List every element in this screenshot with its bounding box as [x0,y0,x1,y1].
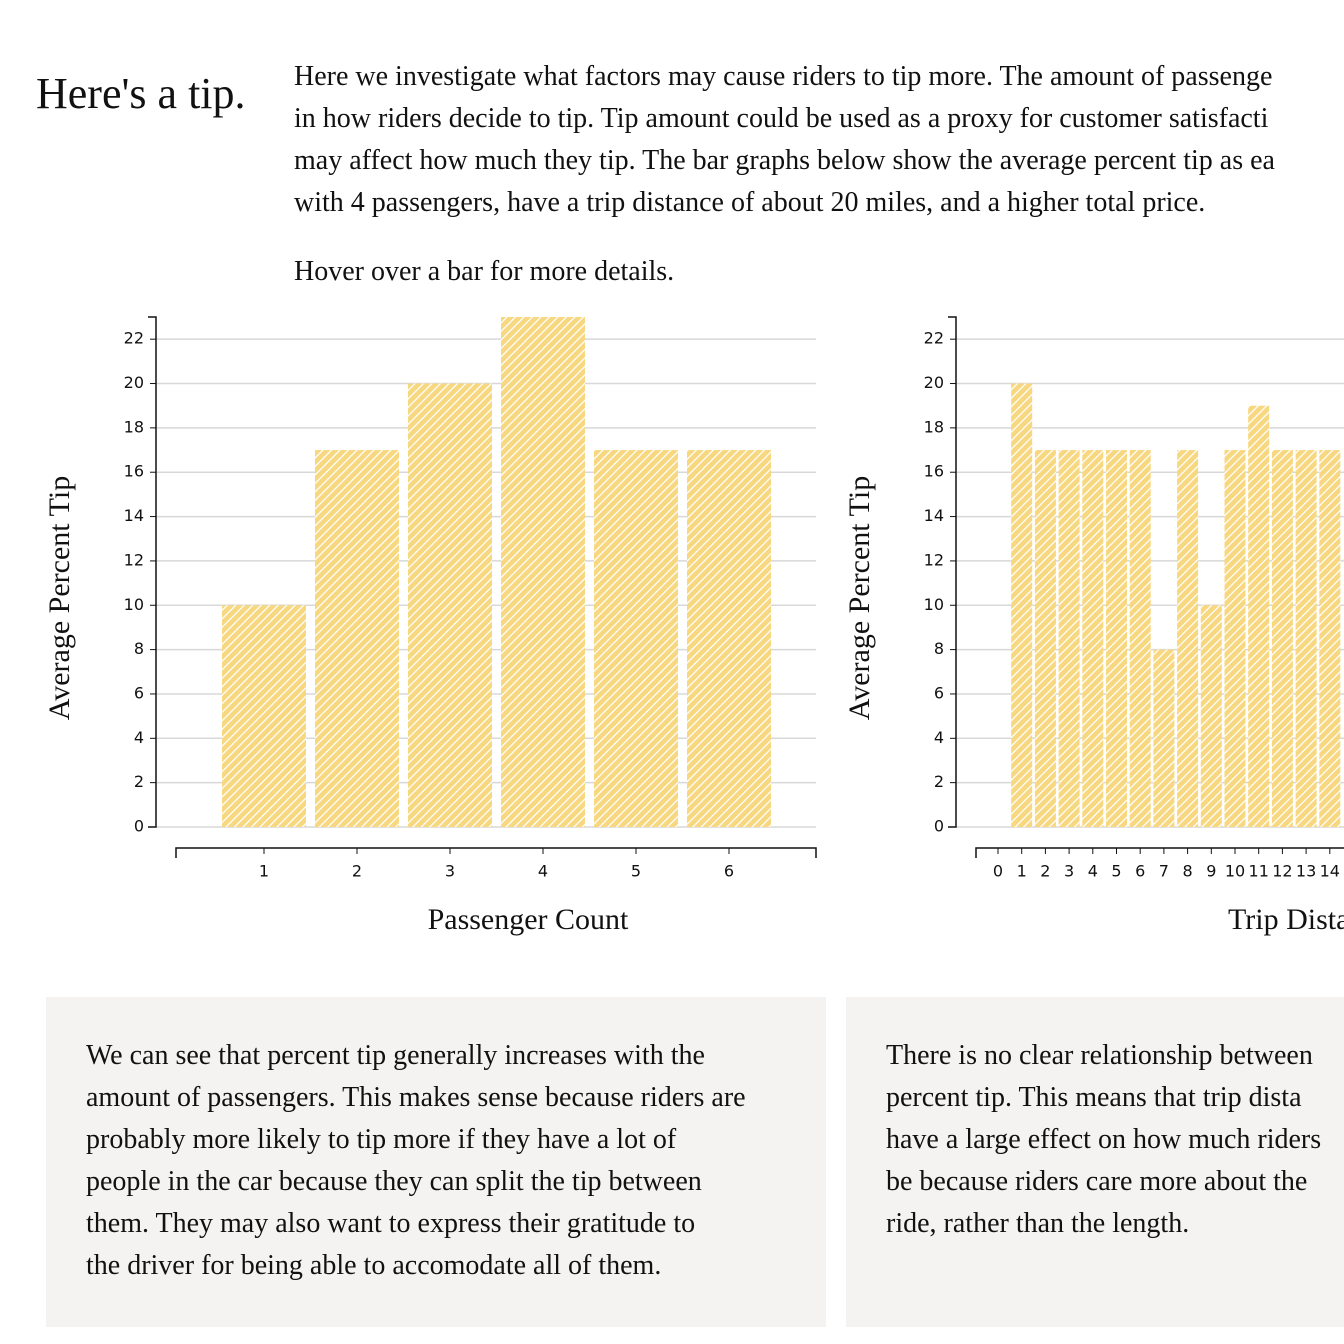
y-tick-label: 20 [124,373,144,392]
y-tick-label: 10 [124,595,144,614]
bar[interactable] [1129,450,1151,827]
x-tick-label: 13 [1296,862,1316,881]
y-tick-label: 0 [134,817,144,836]
bar[interactable] [687,450,771,827]
bar[interactable] [408,383,492,827]
bar[interactable] [1153,649,1175,827]
y-tick-label: 8 [934,639,944,658]
x-tick-label: 12 [1272,862,1292,881]
text-line: There is no clear relationship between [886,1040,1313,1071]
y-tick-label: 16 [124,462,144,481]
x-tick-label: 6 [1135,862,1145,881]
note-box: There is no clear relationship between pe… [846,997,1344,1327]
x-tick-label: 1 [259,862,269,881]
y-tick-label: 6 [134,683,144,702]
x-tick-label: 11 [1249,862,1269,881]
x-tick-label: 6 [724,862,734,881]
text-line: have a large effect on how much riders [886,1124,1322,1155]
x-tick-label: 2 [1040,862,1050,881]
y-axis-label: Average Percent Tip [843,476,876,720]
x-tick-label: 10 [1225,862,1245,881]
x-tick-label: 1 [1017,862,1027,881]
text-line: the driver for being able to accomodate … [86,1250,662,1281]
y-axis-label: Average Percent Tip [43,476,76,720]
y-tick-label: 2 [934,772,944,791]
y-tick-label: 6 [934,683,944,702]
y-tick-label: 16 [924,462,944,481]
x-axis-label: Trip Dista [1228,903,1344,936]
y-axis [148,316,157,828]
y-axis [948,316,957,828]
y-tick-label: 20 [924,373,944,392]
bar[interactable] [1200,605,1222,827]
x-tick-label: 7 [1159,862,1169,881]
text-line: probably more likely to tip more if they… [86,1124,677,1155]
bar[interactable] [1295,450,1317,827]
bar[interactable] [1011,383,1033,827]
text-line: Here we investigate what factors may cau… [294,61,1273,92]
x-axis-label: Passenger Count [428,903,629,936]
text-line: ride, rather than the length. [886,1208,1190,1239]
y-tick-label: 18 [924,417,944,436]
x-axis [175,847,817,858]
y-tick-label: 0 [934,817,944,836]
bar[interactable] [1177,450,1199,827]
bar[interactable] [1106,450,1127,827]
y-tick-label: 8 [134,639,144,658]
y-tick-label: 2 [134,772,144,791]
x-tick-label: 4 [1088,862,1098,881]
y-tick-label: 22 [124,329,144,348]
text-line: with 4 passengers, have a trip distance … [294,187,1206,218]
bar[interactable] [1034,450,1056,827]
x-tick-label: 8 [1183,862,1193,881]
bar[interactable] [1248,405,1270,827]
text-line: be because riders care more about the [886,1166,1308,1197]
bar[interactable] [1319,450,1341,827]
text-line: in how riders decide to tip. Tip amount … [294,103,1269,134]
bar[interactable] [1271,450,1293,827]
x-tick-label: 4 [538,862,548,881]
x-axis [975,847,1344,858]
x-tick-label: 9 [1206,862,1216,881]
x-tick-label: 3 [445,862,455,881]
y-tick-label: 14 [924,506,944,525]
bar[interactable] [501,317,585,827]
x-tick-label: 0 [993,862,1003,881]
y-tick-label: 4 [134,728,144,747]
text-line: may affect how much they tip. The bar gr… [294,145,1275,176]
y-tick-label: 22 [924,329,944,348]
y-tick-label: 12 [924,550,944,569]
text-line: percent tip. This means that trip dista [886,1082,1302,1113]
y-tick-label: 18 [124,417,144,436]
note-box: We can see that percent tip generally in… [46,997,826,1327]
bar[interactable] [1082,450,1104,827]
bar[interactable] [222,605,306,827]
text-line: them. They may also want to express thei… [86,1208,696,1239]
intro-text: Here we investigate what factors may cau… [294,56,1275,224]
y-tick-label: 10 [924,595,944,614]
y-tick-label: 4 [934,728,944,747]
bar[interactable] [315,450,399,827]
y-tick-label: 14 [124,506,144,525]
y-tick-label: 12 [124,550,144,569]
x-tick-label: 3 [1064,862,1074,881]
bar[interactable] [594,450,678,827]
x-tick-label: 2 [352,862,362,881]
text-line: amount of passengers. This makes sense b… [86,1082,746,1113]
text-line: We can see that percent tip generally in… [86,1040,705,1071]
bar[interactable] [1058,450,1080,827]
hint-text: Hover over a bar for more details. [294,256,675,287]
page-title: Here's a tip. [36,69,246,118]
x-tick-label: 5 [631,862,641,881]
x-tick-label: 14 [1320,862,1340,881]
text-line: people in the car because they can split… [86,1166,702,1197]
x-tick-label: 5 [1111,862,1121,881]
bar[interactable] [1224,450,1246,827]
